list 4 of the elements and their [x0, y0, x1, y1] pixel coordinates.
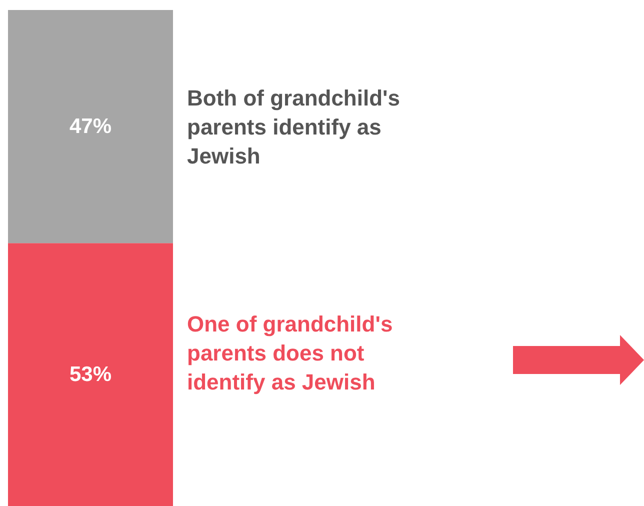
series-label: Both of grandchild's parents identify as Jewish	[187, 85, 400, 168]
data-label: 53%	[69, 363, 112, 386]
series-label: One of grandchild's parents does not identify as Jewish	[187, 311, 393, 394]
data-label: 47%	[69, 115, 112, 138]
